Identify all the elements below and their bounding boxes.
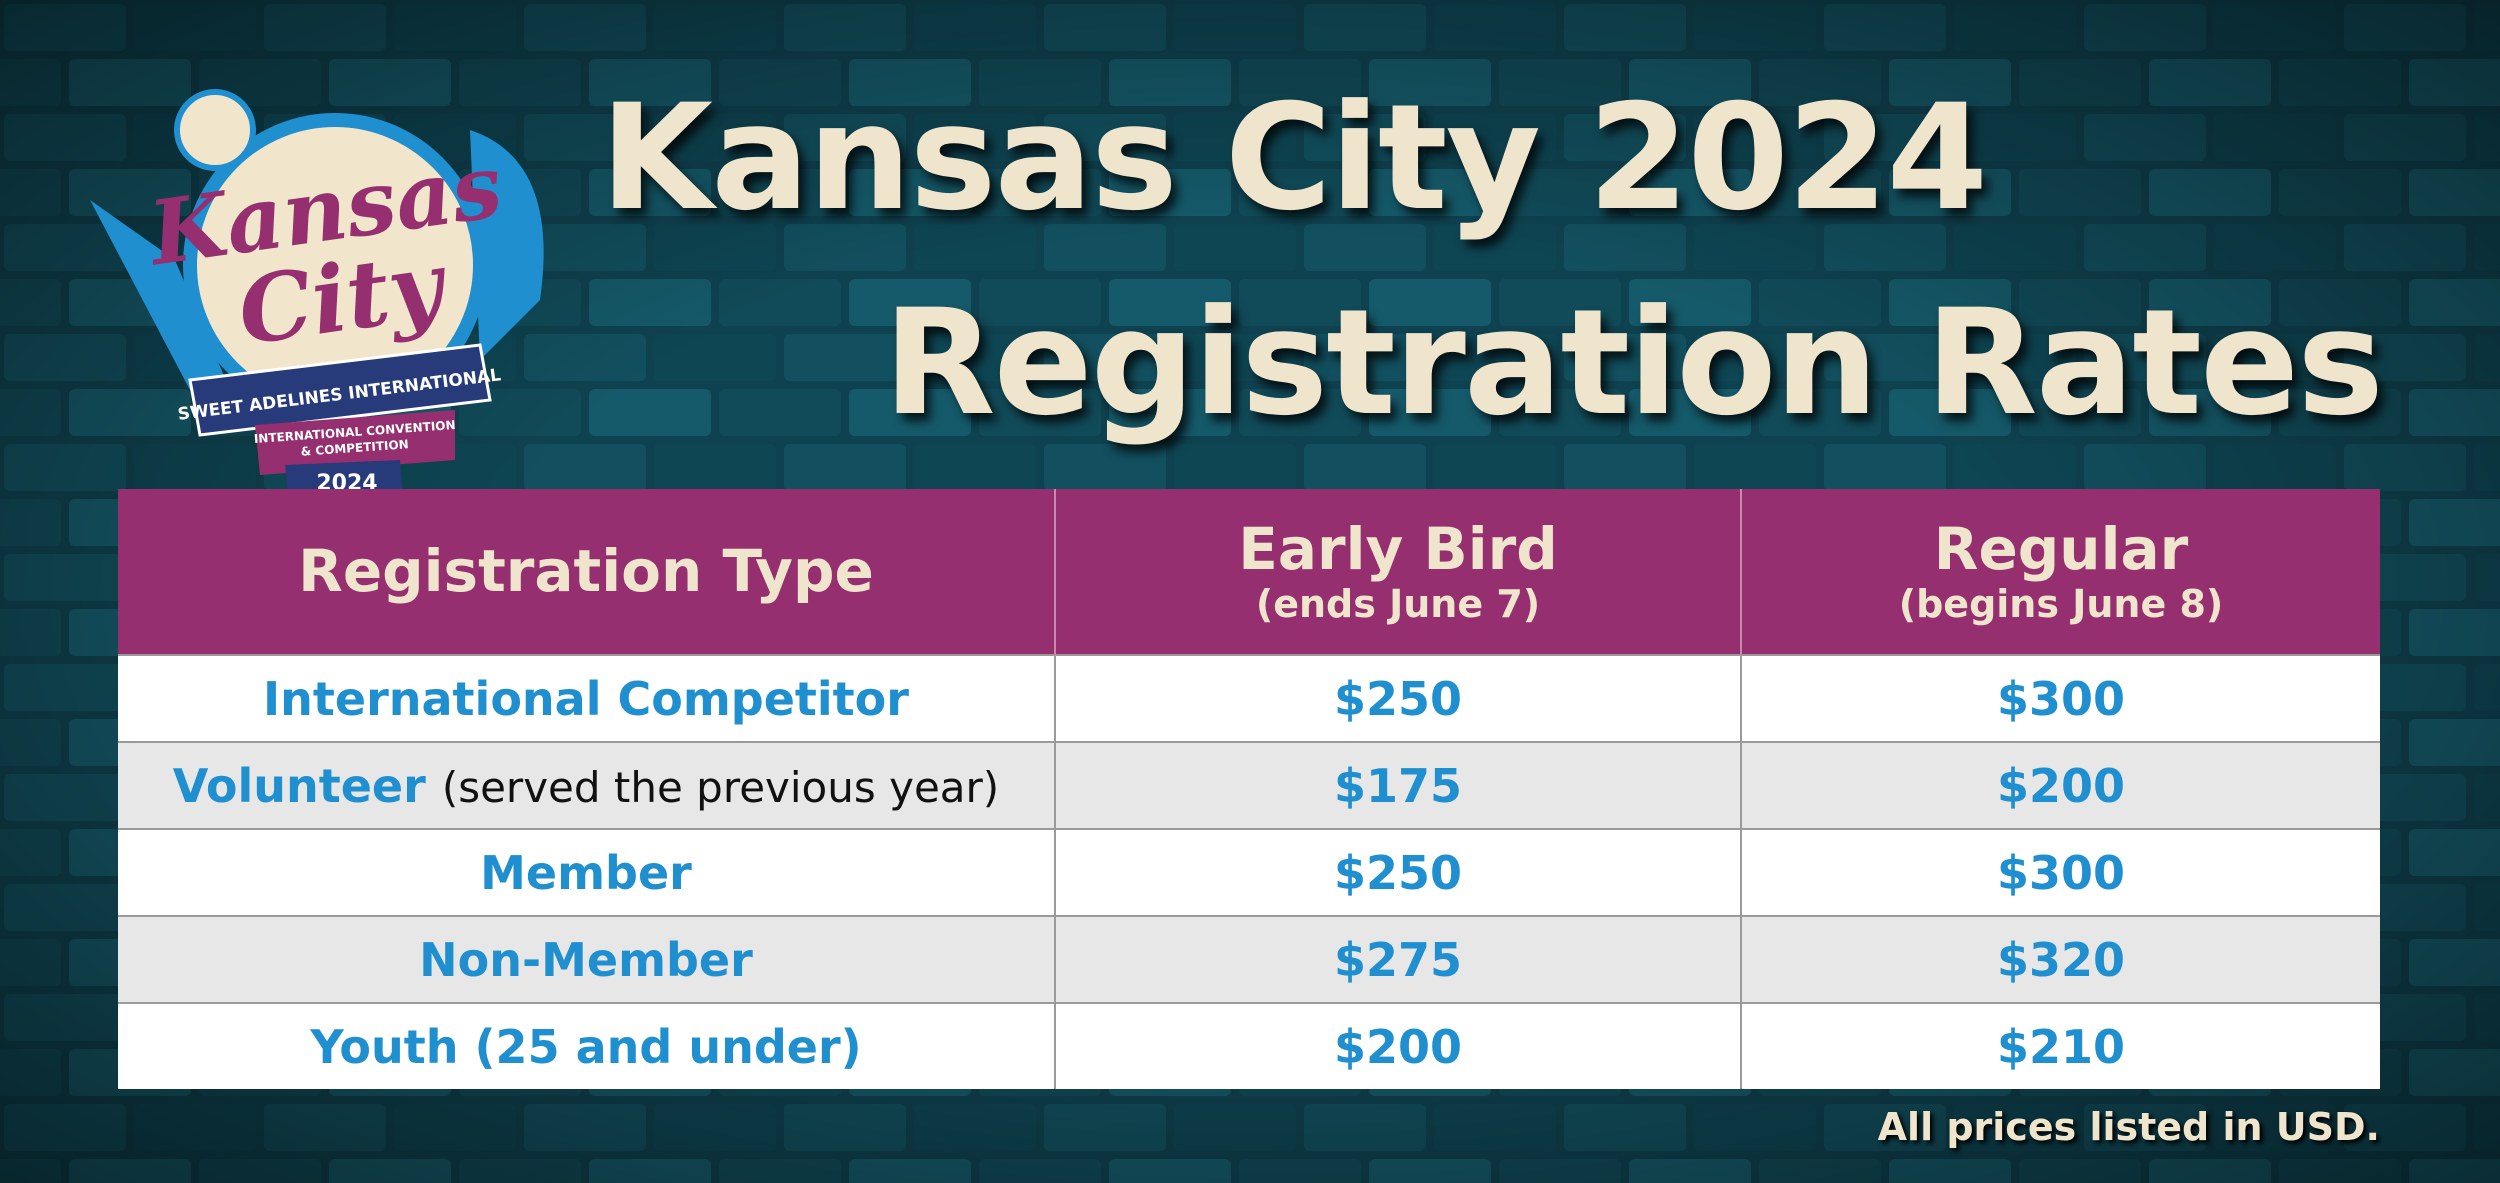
type-note: (served the previous year) [441,762,1000,812]
rates-table: Registration Type Early Bird (ends June 7)… [118,489,2380,1089]
header-cell: Regular (begins June 8) [1741,489,2380,655]
early-price: $200 [1055,1002,1742,1089]
regular-price: $200 [1741,741,2380,829]
type-label: International Competitor [263,671,909,726]
type-cell: Volunteer (served the previous year) [118,741,1056,829]
title-line2: Registration Rates [883,278,2384,448]
header-label: Early Bird [1238,515,1558,584]
type-cell: Member [118,828,1056,916]
type-label: Volunteer [172,758,426,813]
regular-price: $300 [1741,828,2380,916]
header-note: (ends June 7) [1255,582,1541,626]
type-label: Member [480,845,692,900]
early-price: $175 [1055,741,1742,829]
table-row: Member $250 $300 [118,828,2380,916]
early-price: $250 [1055,654,1742,742]
table-row: Volunteer (served the previous year) $175… [118,741,2380,829]
table-row: International Competitor $250 $300 [118,654,2380,742]
table-row: Non-Member $275 $320 [118,915,2380,1003]
early-price: $275 [1055,915,1742,1003]
table-row: Youth (25 and under) $200 $210 [118,1002,2380,1089]
regular-price: $300 [1741,654,2380,742]
type-cell: Youth (25 and under) [118,1002,1056,1089]
header-label: Regular [1933,515,2189,584]
header-cell: Early Bird (ends June 7) [1055,489,1742,655]
regular-price: $320 [1741,915,2380,1003]
early-price: $250 [1055,828,1742,916]
title-line1: Kansas City 2024 [600,73,1988,243]
header-label: Registration Type [298,537,874,606]
type-cell: International Competitor [118,654,1056,742]
type-cell: Non-Member [118,915,1056,1003]
header-note: (begins June 8) [1898,582,2224,626]
regular-price: $210 [1741,1002,2380,1089]
header-cell: Registration Type [118,489,1056,655]
logo: Kansas City SWEET ADELINES INTERNATIONAL… [90,89,544,520]
type-label: Youth (25 and under) [310,1019,862,1074]
type-label: Non-Member [419,932,753,987]
header-row: Registration Type Early Bird (ends June 7)… [118,489,2380,655]
footnote: All prices listed in USD. [1877,1105,2380,1149]
